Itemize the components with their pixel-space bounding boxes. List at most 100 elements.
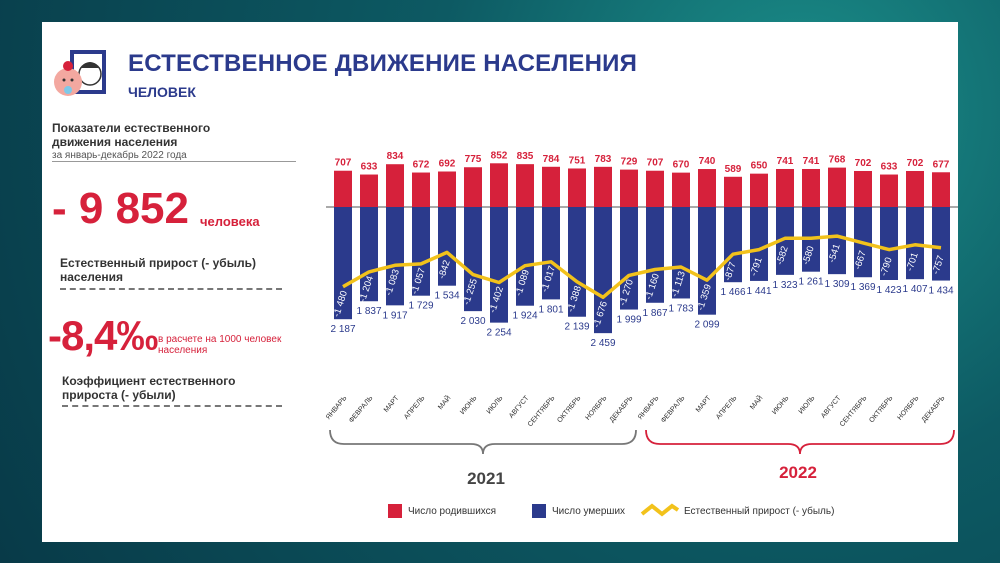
- legend-growth-line-icon: [640, 503, 680, 517]
- coef-label-line2: прироста (- убыли): [62, 388, 176, 402]
- births-data-label: 589: [725, 164, 742, 175]
- rate-value: -8,4‰: [48, 312, 158, 359]
- page-title: ЕСТЕСТВЕННОЕ ДВИЖЕНИЕ НАСЕЛЕНИЯ: [128, 50, 638, 77]
- deaths-bar: [646, 207, 664, 303]
- births-data-label: 692: [439, 159, 456, 170]
- deaths-bar: [620, 207, 638, 310]
- growth-value: - 9 852: [52, 184, 189, 233]
- month-tick-label: ЯНВАРЬ: [637, 394, 661, 421]
- indicators-title-line1: Показатели естественного: [52, 121, 211, 135]
- deaths-bar: [698, 207, 716, 315]
- births-data-label: 633: [881, 162, 898, 173]
- births-data-label: 783: [595, 154, 612, 165]
- births-bar: [464, 167, 482, 207]
- deaths-bar: [594, 207, 612, 334]
- year-label-2021: 2021: [467, 469, 505, 488]
- births-bar: [594, 166, 612, 207]
- deaths-bar: [360, 207, 378, 302]
- births-bar: [620, 169, 638, 207]
- rate-note-line2: населения: [158, 345, 208, 356]
- deaths-bar: [412, 207, 430, 296]
- births-data-label: 852: [491, 150, 508, 161]
- month-tick-label: АПРЕЛЬ: [403, 394, 427, 420]
- deaths-data-label: 2 099: [694, 320, 719, 331]
- births-bar: [386, 164, 404, 207]
- births-data-label: 775: [465, 154, 482, 165]
- month-tick-label: НОЯБРЬ: [584, 394, 608, 421]
- population-chart: 707 2 187 633 1 837 834 1 917 672 1 729 692 1 534…: [325, 150, 958, 488]
- deaths-data-label: 1 999: [616, 315, 641, 326]
- indicators-title-line2: движения населения: [52, 135, 178, 149]
- births-bar: [750, 173, 768, 207]
- deaths-bar: [334, 207, 352, 320]
- month-tick-label: АВГУСТ: [820, 394, 843, 419]
- year-label-2022: 2022: [779, 463, 817, 482]
- deaths-bar: [776, 207, 794, 275]
- births-bar: [360, 174, 378, 207]
- month-tick-label: АВГУСТ: [508, 394, 531, 419]
- deaths-data-label: 1 407: [902, 284, 927, 295]
- divider: [52, 161, 296, 162]
- births-bar: [646, 170, 664, 207]
- deaths-data-label: 1 441: [746, 286, 771, 297]
- month-tick-label: ИЮНЬ: [771, 394, 791, 415]
- legend-deaths-swatch: [532, 504, 546, 518]
- births-bar: [490, 163, 508, 207]
- births-data-label: 784: [543, 154, 560, 165]
- births-data-label: 729: [621, 157, 638, 168]
- births-bar: [906, 170, 924, 207]
- deaths-bar: [880, 207, 898, 280]
- births-bar: [724, 176, 742, 207]
- deaths-bar: [932, 207, 950, 281]
- growth-label-line2: населения: [60, 270, 124, 284]
- deaths-data-label: 1 309: [824, 279, 849, 290]
- rate-note-line1: в расчете на 1000 человек: [158, 334, 282, 345]
- births-data-label: 834: [387, 151, 404, 162]
- growth-label-line1: Естественный прирост (- убыль): [60, 256, 256, 270]
- births-data-label: 707: [647, 158, 664, 169]
- births-bar: [828, 167, 846, 207]
- deaths-bar: [672, 207, 690, 299]
- deaths-bar: [542, 207, 560, 300]
- deaths-data-label: 1 423: [876, 285, 901, 296]
- month-tick-label: МАРТ: [383, 394, 401, 414]
- births-bar: [698, 169, 716, 207]
- births-data-label: 672: [413, 160, 430, 171]
- deaths-data-label: 1 261: [798, 277, 823, 288]
- deaths-data-label: 1 466: [720, 287, 745, 298]
- births-bar: [802, 168, 820, 207]
- deaths-bar: [386, 207, 404, 306]
- deaths-data-label: 1 534: [434, 291, 459, 302]
- births-bar: [334, 170, 352, 207]
- deaths-data-label: 2 459: [590, 338, 615, 349]
- month-tick-label: ИЮЛЬ: [486, 394, 505, 415]
- deaths-data-label: 1 917: [382, 310, 407, 321]
- deaths-bar: [464, 207, 482, 312]
- deaths-data-label: 1 323: [772, 280, 797, 291]
- births-data-label: 740: [699, 156, 716, 167]
- births-bar: [568, 168, 586, 207]
- month-tick-label: МАЙ: [748, 394, 765, 412]
- births-data-label: 633: [361, 162, 378, 173]
- dashed-divider: [60, 288, 282, 290]
- deaths-bar: [490, 207, 508, 323]
- family-avatar-icon: [54, 50, 106, 96]
- deaths-bar: [516, 207, 534, 306]
- deaths-bar: [438, 207, 456, 286]
- births-data-label: 677: [933, 159, 950, 170]
- deaths-data-label: 1 867: [642, 308, 667, 319]
- coef-label-line1: Коэффициент естественного: [62, 374, 236, 388]
- births-data-label: 835: [517, 151, 534, 162]
- growth-line: [342, 234, 942, 300]
- births-data-label: 741: [803, 156, 820, 167]
- infographic-card: ЕСТЕСТВЕННОЕ ДВИЖЕНИЕ НАСЕЛЕНИЯ ЧЕЛОВЕК …: [42, 22, 958, 542]
- births-bar: [542, 166, 560, 207]
- deaths-data-label: 1 783: [668, 303, 693, 314]
- deaths-data-label: 2 254: [486, 328, 511, 339]
- births-bar: [776, 168, 794, 207]
- month-tick-label: НОЯБРЬ: [896, 394, 920, 421]
- deaths-data-label: 1 924: [512, 311, 537, 322]
- year-brace-2022: [645, 429, 955, 455]
- month-tick-label: ДЕКАБРЬ: [921, 394, 947, 423]
- dashed-divider: [62, 405, 282, 407]
